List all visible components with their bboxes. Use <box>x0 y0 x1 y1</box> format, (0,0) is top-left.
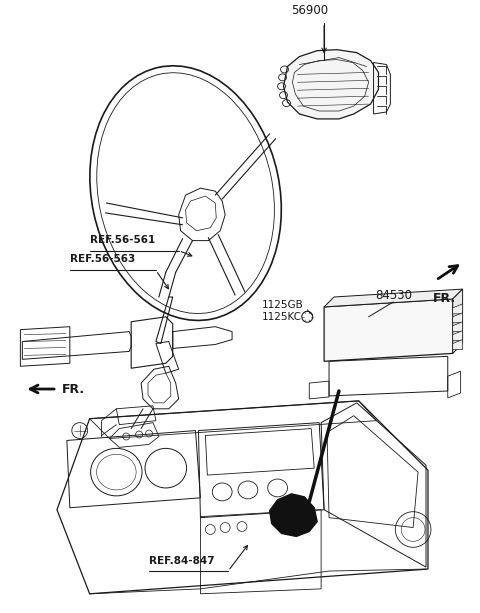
Text: REF.56-563: REF.56-563 <box>70 254 135 264</box>
Text: FR.: FR. <box>433 292 456 305</box>
Text: 1125KC: 1125KC <box>262 312 302 322</box>
Polygon shape <box>453 304 463 314</box>
Polygon shape <box>284 50 379 119</box>
Text: 56900: 56900 <box>291 4 328 17</box>
Text: FR.: FR. <box>62 383 85 395</box>
Text: 84530: 84530 <box>375 289 412 302</box>
Polygon shape <box>324 289 463 307</box>
Polygon shape <box>453 289 463 354</box>
Polygon shape <box>453 313 463 322</box>
Polygon shape <box>270 494 317 536</box>
Polygon shape <box>453 340 463 349</box>
Text: REF.84-847: REF.84-847 <box>149 556 215 566</box>
Text: REF.56-561: REF.56-561 <box>90 235 155 245</box>
Polygon shape <box>453 330 463 341</box>
Text: 1125GB: 1125GB <box>262 300 303 310</box>
Polygon shape <box>324 299 453 361</box>
Polygon shape <box>453 322 463 332</box>
